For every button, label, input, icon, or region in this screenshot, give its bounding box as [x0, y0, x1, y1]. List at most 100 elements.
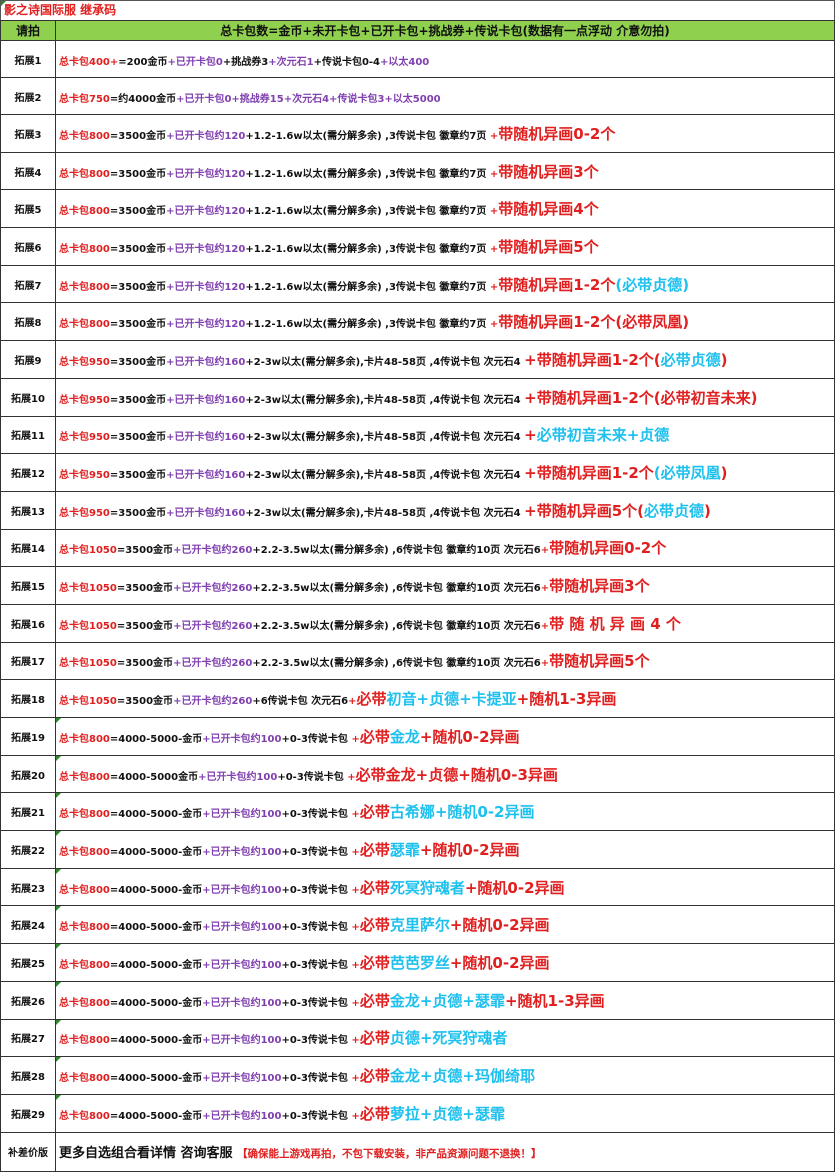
- row-label: 拓展9: [0, 340, 56, 379]
- content-segment: 总卡包800: [59, 1035, 110, 1047]
- content-segment: =3500金币: [109, 168, 167, 180]
- content-segment: 总卡包800: [59, 809, 110, 821]
- content-segment: +已开卡包约100: [202, 997, 282, 1009]
- row-label: 拓展28: [0, 1056, 56, 1095]
- content-segment: =3500金币: [109, 130, 167, 142]
- table-row: 拓展8 总卡包800=3500金币+已开卡包约120+1.2-1.6w以太(需分解…: [0, 302, 835, 342]
- content-segment: =4000-5000-金币: [109, 997, 203, 1009]
- content-segment: +传说卡包0-4: [313, 56, 381, 68]
- row-contents: 总卡包800=4000-5000-金币+已开卡包约100+0-3传说卡包 +必带…: [55, 1093, 835, 1133]
- content-segment: +: [351, 997, 360, 1009]
- row-contents: 总卡包800=3500金币+已开卡包约120+1.2-1.6w以太(需分解多余)…: [55, 151, 835, 191]
- content-segment: +: [540, 658, 550, 670]
- content-segment: 总卡包1050: [59, 696, 117, 708]
- row-contents: 总卡包1050=3500金币+已开卡包约260+2.2-3.5w以太(需分解多余…: [55, 528, 835, 568]
- row-contents: 总卡包800=4000-5000-金币+已开卡包约100+0-3传说卡包 +必带…: [55, 905, 835, 945]
- content-segment: =3500金币: [109, 507, 167, 519]
- content-segment: +已开卡包约120: [166, 130, 246, 142]
- content-segment: 初音+贞德+卡提亚: [386, 690, 517, 709]
- table-row: 拓展17 总卡包1050=3500金币+已开卡包约260+2.2-3.5w以太(需…: [0, 641, 835, 681]
- row-label: 拓展3: [0, 114, 56, 153]
- row-contents: 总卡包400+=200金币+已开卡包0+挑战券3+次元石1+传说卡包0-4+以太…: [55, 40, 835, 78]
- row-contents: 总卡包800=4000-5000-金币+已开卡包约100+0-3传说卡包 +必带…: [55, 980, 835, 1020]
- content-segment: +0-3传说卡包: [281, 809, 352, 821]
- content-segment: 总卡包800: [59, 168, 110, 180]
- row-label: 拓展13: [0, 490, 56, 530]
- content-segment: =4000-5000金币: [109, 771, 199, 783]
- row-contents: 总卡包800=3500金币+已开卡包约120+1.2-1.6w以太(需分解多余)…: [55, 114, 835, 153]
- content-segment: +: [524, 426, 537, 445]
- content-segment: 带随机异画5个: [549, 652, 650, 671]
- content-segment: 总卡包800: [59, 733, 110, 745]
- content-segment: =3500金币: [116, 583, 174, 595]
- content-segment: +: [540, 620, 550, 632]
- content-segment: 必带: [359, 1104, 390, 1123]
- content-segment: 芭芭罗丝: [389, 953, 450, 972]
- row-label: 拓展26: [0, 980, 56, 1020]
- row-label: 拓展12: [0, 453, 56, 492]
- row-contents: 总卡包950=3500金币+已开卡包约160+2-3w以太(需分解多余),卡片4…: [55, 415, 835, 455]
- content-segment: +已开卡包约120: [166, 281, 246, 293]
- table-row: 拓展22 总卡包800=4000-5000-金币+已开卡包约100+0-3传说卡包…: [0, 830, 835, 869]
- content-segment: 带随机异画3个: [498, 162, 599, 181]
- content-segment: 必带贞德: [660, 350, 721, 369]
- content-segment: +0-3传说卡包: [277, 771, 348, 783]
- content-segment: 必带: [359, 1029, 390, 1048]
- table-row: 拓展3 总卡包800=3500金币+已开卡包约120+1.2-1.6w以太(需分解…: [0, 114, 835, 153]
- content-segment: (必带凤凰: [653, 464, 721, 483]
- content-segment: +1.2-1.6w以太(需分解多余) ,3传说卡包 徽章约7页: [245, 319, 490, 331]
- content-segment: +随机0-2异画: [449, 953, 550, 972]
- content-segment: 总卡包800: [59, 922, 110, 934]
- content-segment: +0-3传说卡包: [281, 922, 352, 934]
- content-segment: +0-3传说卡包: [281, 733, 352, 745]
- row-label: 拓展20: [0, 754, 56, 794]
- row-label: 拓展27: [0, 1018, 56, 1058]
- row-contents: 总卡包800=4000-5000-金币+已开卡包约100+0-3传说卡包 +必带…: [55, 830, 835, 869]
- content-segment: 克里萨尔: [389, 916, 450, 935]
- row-label: 拓展29: [0, 1093, 56, 1133]
- content-segment: 金龙+贞德+瑟霏: [389, 991, 505, 1010]
- content-segment: +2-3w以太(需分解多余),卡片48-58页 ,4传说卡包 次元石4: [245, 356, 525, 368]
- table-row: 拓展16 总卡包1050=3500金币+已开卡包约260+2.2-3.5w以太(需…: [0, 603, 835, 643]
- content-segment: +次元石1: [268, 56, 314, 68]
- content-segment: 总卡包800: [59, 846, 110, 858]
- content-segment: 死冥狩魂者: [389, 878, 465, 897]
- content-segment: +已开卡包约100: [202, 733, 282, 745]
- content-segment: +2-3w以太(需分解多余),卡片48-58页 ,4传说卡包 次元石4: [245, 470, 525, 482]
- row-label: 拓展15: [0, 566, 56, 605]
- content-segment: 萝拉+贞德+瑟霏: [389, 1104, 505, 1123]
- content-segment: +: [347, 771, 356, 783]
- table-row: 拓展27 总卡包800=4000-5000-金币+已开卡包约100+0-3传说卡包…: [0, 1018, 835, 1058]
- table-row: 拓展13 总卡包950=3500金币+已开卡包约160+2-3w以太(需分解多余)…: [0, 490, 835, 530]
- row-contents: 总卡包800=4000-5000-金币+已开卡包约100+0-3传说卡包 +必带…: [55, 1018, 835, 1058]
- row-label: 拓展5: [0, 189, 56, 229]
- content-segment: +1.2-1.6w以太(需分解多余) ,3传说卡包 徽章约7页: [245, 243, 490, 255]
- content-segment: +随机0-2异画: [419, 727, 520, 746]
- header-col-contents: 总卡包数=金币+未开卡包+已开卡包+挑战券+传说卡包(数据有一点浮动 介意勿拍): [55, 20, 835, 41]
- row-contents: 总卡包800=4000-5000-金币+已开卡包约100+0-3传说卡包 +必带…: [55, 792, 835, 832]
- content-segment: 必带: [359, 953, 390, 972]
- content-segment: +1.2-1.6w以太(需分解多余) ,3传说卡包 徽章约7页: [245, 281, 490, 293]
- content-segment: =3500金币: [109, 394, 167, 406]
- content-segment: +0-3传说卡包: [281, 1035, 352, 1047]
- content-segment: =3500金币: [109, 356, 167, 368]
- content-segment: 古希娜+随机0-2异画: [389, 803, 535, 822]
- row-label: 拓展25: [0, 943, 56, 982]
- row-contents: 总卡包1050=3500金币+已开卡包约260+2.2-3.5w以太(需分解多余…: [55, 603, 835, 643]
- content-segment: =4000-5000-金币: [109, 1110, 203, 1122]
- content-segment: 必带: [356, 690, 387, 709]
- content-segment: 总卡包800: [59, 206, 110, 218]
- table-row: 拓展21 总卡包800=4000-5000-金币+已开卡包约100+0-3传说卡包…: [0, 792, 835, 832]
- row-label: 拓展22: [0, 830, 56, 869]
- content-segment: 带随机异画0-2个: [498, 124, 616, 143]
- row-contents: 总卡包1050=3500金币+已开卡包约260+2.2-3.5w以太(需分解多余…: [55, 641, 835, 681]
- content-segment: +已开卡包约100: [202, 1073, 282, 1085]
- content-segment: =4000-5000-金币: [109, 959, 203, 971]
- content-segment: 总卡包800: [59, 243, 110, 255]
- content-segment: +随机1-3异画: [504, 991, 605, 1010]
- content-segment: +2-3w以太(需分解多余),卡片48-58页 ,4传说卡包 次元石4: [245, 507, 525, 519]
- content-segment: 更多自选组合看详情 咨询客服: [59, 1146, 238, 1162]
- table-row: 拓展4 总卡包800=3500金币+已开卡包约120+1.2-1.6w以太(需分解…: [0, 151, 835, 191]
- content-segment: +0-3传说卡包: [281, 884, 352, 896]
- content-segment: =3500金币: [109, 319, 167, 331]
